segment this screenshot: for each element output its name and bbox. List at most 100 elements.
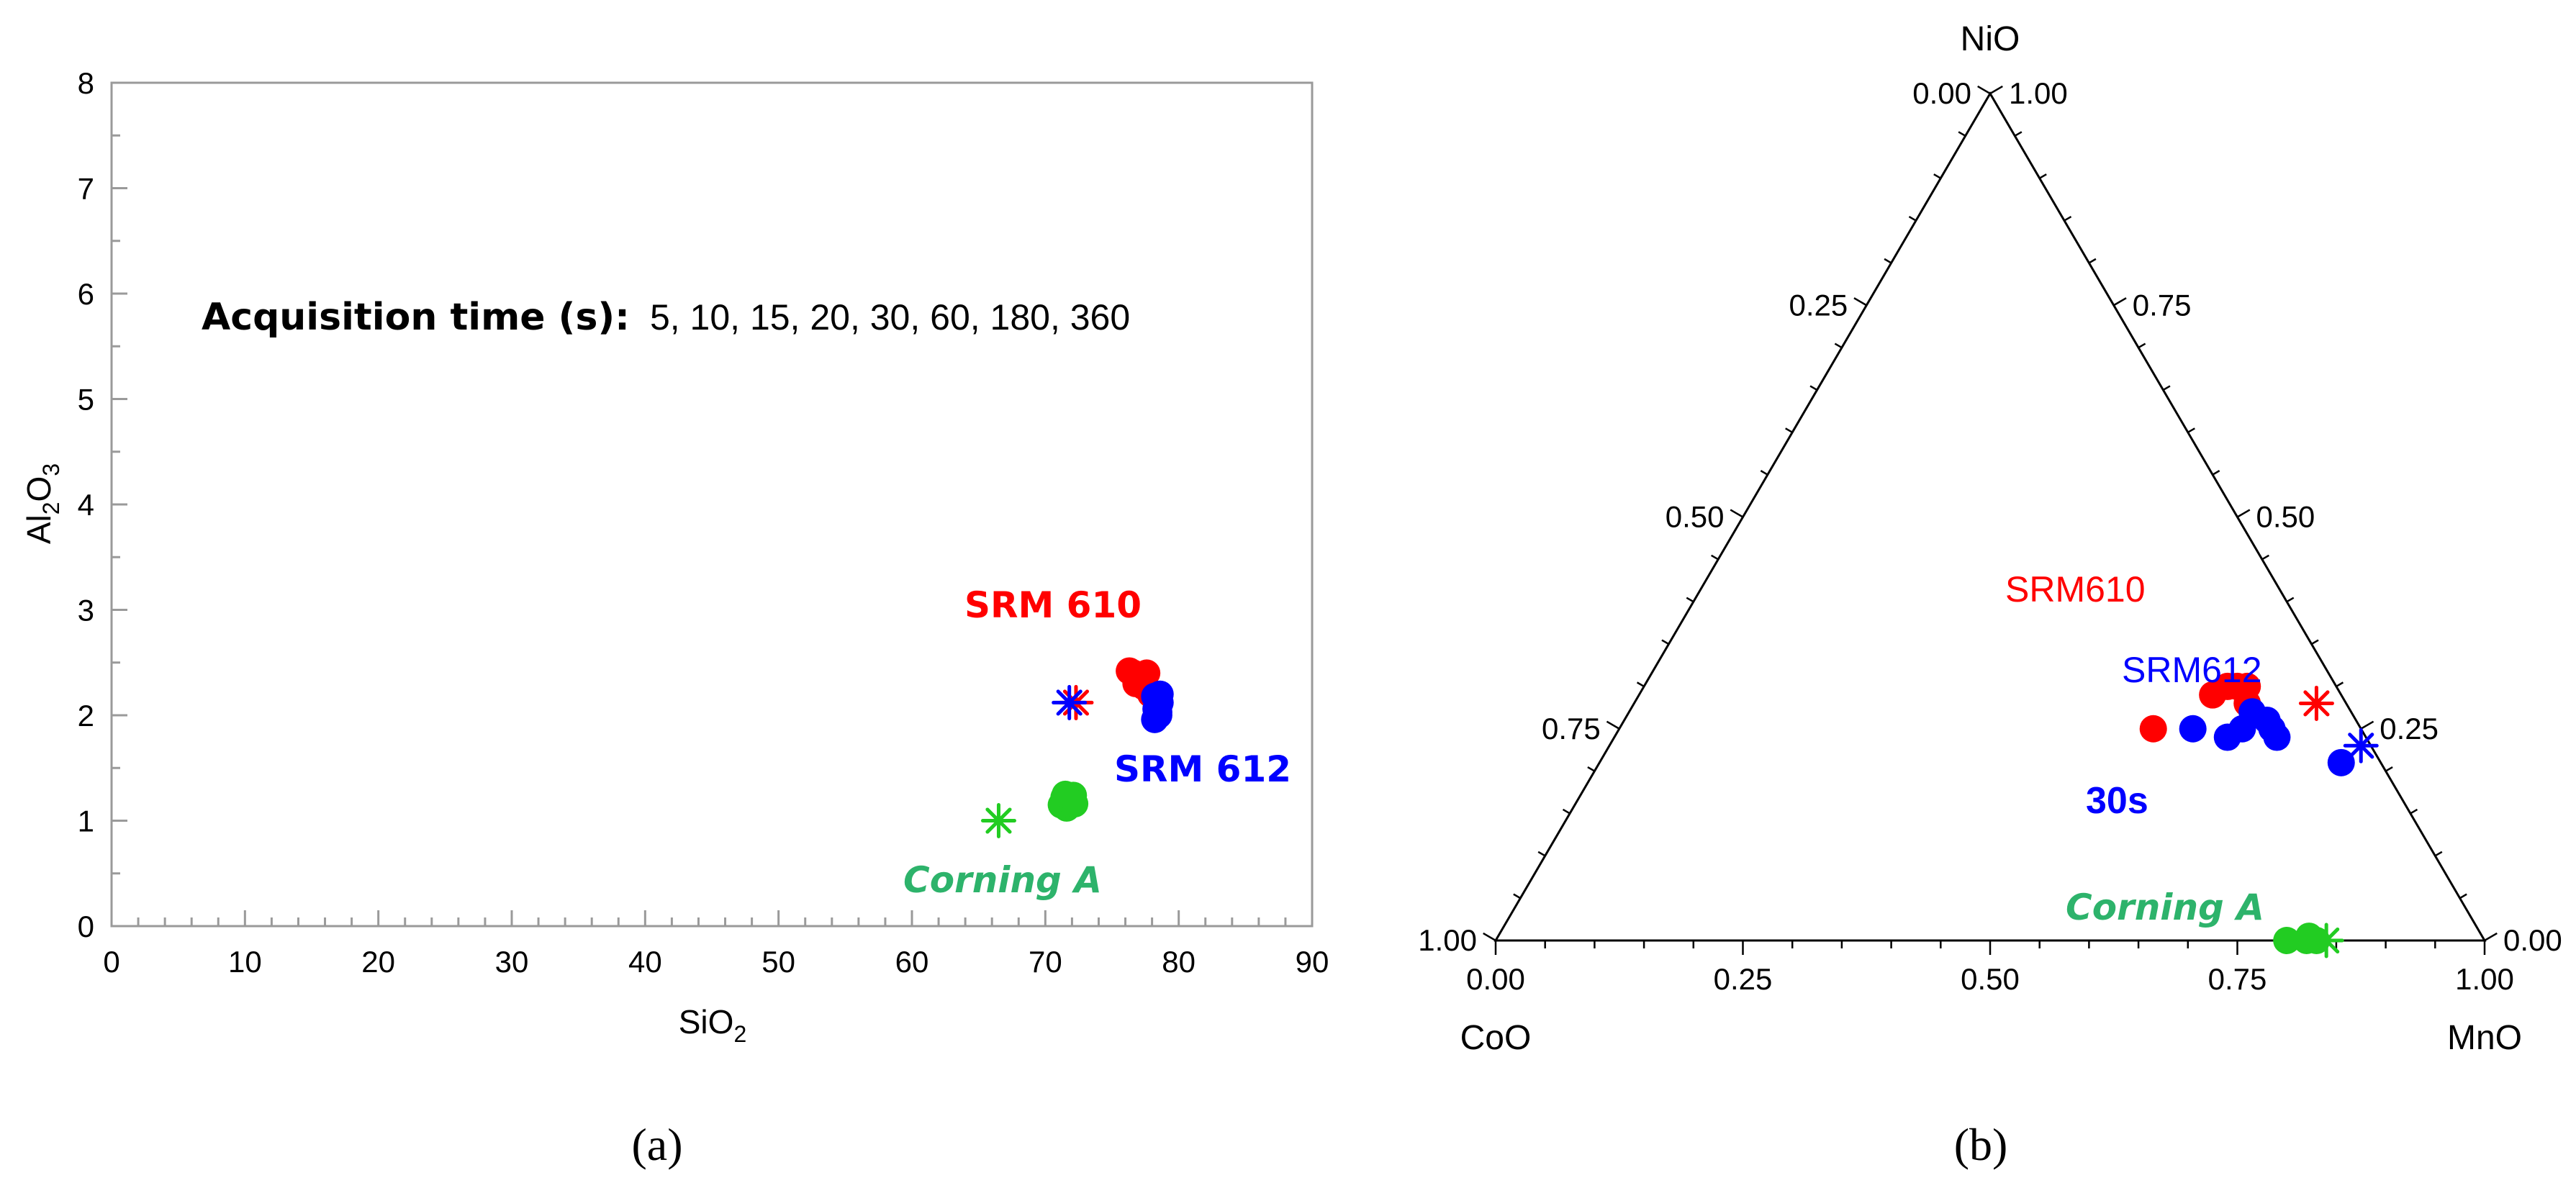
bottom-edge-tick-label: 0.50: [1961, 962, 2020, 996]
ternary-tick: [1730, 509, 1744, 518]
ternary-tick: [1853, 297, 1867, 307]
ternary-tick: [1977, 85, 1991, 95]
ternary-tick: [2138, 343, 2146, 349]
ternary-tick-labels: 1.00 0.75 0.50 0.25 0.00 1.00 0.75 0.50 0.25 0.00…: [1418, 76, 2562, 996]
y-axis-label-part: Al: [20, 515, 58, 544]
y-axis-label: Al2O3: [20, 463, 64, 544]
ternary-tick: [1483, 932, 1496, 942]
y-tick-label: 7: [78, 172, 94, 206]
series-label-srm-612: SRM 612: [1114, 748, 1291, 790]
series-label-srm610: SRM610: [2005, 569, 2146, 609]
series-label-corning-a-ternary: Corning A: [2066, 887, 2264, 928]
panel-caption-b: (b): [1954, 1119, 2008, 1170]
left-edge-tick-label: 0.00: [1912, 76, 1971, 110]
ternary-tick: [2434, 851, 2443, 857]
ternary-point-srm612: [2263, 723, 2291, 751]
y-tick-label: 4: [78, 488, 94, 522]
x-tick-label: 50: [761, 945, 795, 979]
ternary-tick: [1606, 720, 1620, 730]
right-edge-tick-label: 0.75: [2133, 288, 2192, 322]
y-tick-label: 3: [78, 594, 94, 627]
ternary-tick: [1537, 851, 1546, 857]
right-edge-tick-label: 0.25: [2380, 712, 2439, 745]
x-tick-label: 30: [495, 945, 529, 979]
ternary-tick: [2113, 297, 2127, 307]
ternary-reference-markers: [2298, 685, 2379, 958]
ternary-tick: [1884, 258, 1892, 264]
bottom-edge-tick-label: 1.00: [2455, 962, 2514, 996]
ternary-tick: [2039, 173, 2047, 179]
x-tick-label: 70: [1029, 945, 1062, 979]
ternary-tick: [2088, 258, 2097, 264]
point-corning-a: [1052, 780, 1080, 808]
ternary-tick: [2014, 131, 2023, 137]
annotation-acquisition-time: Acquisition time (s): 5, 10, 15, 20, 30, …: [202, 296, 1130, 339]
x-axis-label-subscript: 2: [733, 1021, 746, 1047]
ternary-reference-star-srm612: [2343, 728, 2379, 763]
apex-label-mno: MnO: [2447, 1019, 2522, 1057]
y-tick-label: 2: [78, 699, 94, 733]
ternary-point-srm612: [2327, 748, 2355, 776]
ternary-tick: [1908, 215, 1917, 222]
ternary-tick: [2286, 597, 2295, 603]
y-tick-label: 0: [78, 910, 94, 943]
y-axis-label-subscript: 2: [38, 502, 64, 515]
x-tick-label: 80: [1162, 945, 1196, 979]
y-axis-ticks: [112, 81, 127, 928]
ternary-tick: [2459, 893, 2467, 899]
ternary-triangle: [1493, 91, 2487, 942]
ternary-tick: [2336, 681, 2344, 687]
ternary-point-srm610: [2139, 715, 2167, 743]
scatter-points: [1047, 657, 1174, 822]
ternary-tick: [1587, 766, 1596, 772]
x-tick-label: 0: [103, 945, 119, 979]
ternary-tick: [2162, 385, 2171, 391]
ternary-tick: [2212, 470, 2220, 476]
plot-frame: [110, 81, 1314, 928]
x-tick-label: 40: [628, 945, 662, 979]
apex-label-nio: NiO: [1961, 20, 2020, 58]
left-edge-tick-label: 0.50: [1666, 500, 1725, 534]
ternary-tick: [1513, 893, 1521, 899]
y-tick-label: 8: [78, 66, 94, 100]
ternary-point-corning-a: [2292, 927, 2320, 954]
y-axis-label-subscript: 3: [38, 463, 64, 476]
ternary-ticks: [1483, 85, 2498, 955]
left-edge-tick-label: 0.75: [1542, 712, 1601, 745]
left-edge-tick-label: 1.00: [1418, 923, 1477, 957]
series-label-srm612: SRM612: [2122, 650, 2262, 690]
ternary-tick: [1711, 554, 1719, 561]
annotation-30s: 30s: [2086, 780, 2148, 822]
ternary-tick: [1562, 808, 1571, 815]
ternary-tick: [1933, 173, 1941, 179]
series-label-corning-a: Corning A: [903, 859, 1102, 901]
ternary-tick: [2064, 215, 2072, 222]
reference-star-corning-a: [980, 803, 1016, 838]
ternary-tick: [1636, 681, 1645, 687]
y-tick-label: 6: [78, 277, 94, 311]
y-axis-label-part: O: [20, 476, 58, 502]
y-axis-tick-labels: 0 1 2 3 4 5 6 7 8: [78, 66, 94, 943]
ternary-tick: [1958, 131, 1966, 137]
right-edge-tick-label: 0.00: [2503, 923, 2562, 957]
ternary-point-srm612: [2213, 723, 2241, 751]
ternary-tick: [2236, 509, 2251, 518]
series-label-srm-610: SRM 610: [964, 584, 1142, 626]
y-tick-label: 1: [78, 804, 94, 838]
ternary-tick: [1809, 385, 1818, 391]
x-axis-label: SiO2: [679, 1003, 746, 1047]
x-axis-tick-labels: 0 10 20 30 40 50 60 70 80 90: [103, 945, 1329, 979]
y-tick-label: 5: [78, 383, 94, 417]
panel-caption-a: (a): [631, 1119, 682, 1170]
ternary-point-corning-a: [2273, 927, 2301, 954]
x-tick-label: 90: [1296, 945, 1329, 979]
ternary-points: [2139, 672, 2355, 954]
x-axis-label-main: SiO: [679, 1003, 734, 1041]
ternary-tick: [2410, 808, 2418, 815]
ternary-tick: [1686, 597, 1694, 603]
annotation-values: 5, 10, 15, 20, 30, 60, 180, 360: [650, 297, 1130, 337]
ternary-point-srm610: [2213, 672, 2241, 700]
ternary-tick: [2310, 639, 2319, 645]
left-edge-tick-label: 0.25: [1789, 288, 1848, 322]
